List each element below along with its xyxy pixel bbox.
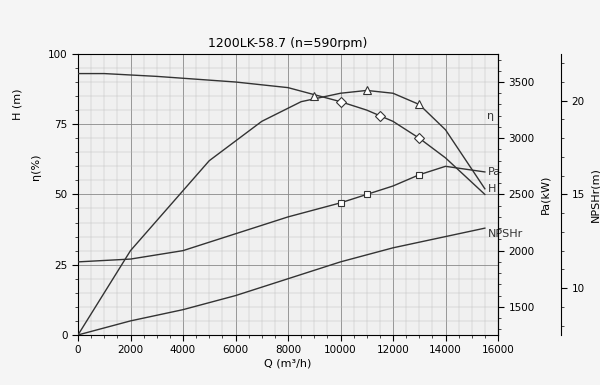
Text: H (m): H (m) — [13, 89, 23, 120]
Text: η(%): η(%) — [31, 153, 41, 179]
Y-axis label: Pa(kW): Pa(kW) — [540, 175, 550, 214]
X-axis label: Q (m³/h): Q (m³/h) — [265, 358, 311, 368]
Text: η: η — [488, 111, 494, 121]
Text: Pa: Pa — [488, 167, 500, 177]
Text: NPSHr: NPSHr — [488, 229, 523, 239]
Title: 1200LK-58.7 (n=590rpm): 1200LK-58.7 (n=590rpm) — [208, 37, 368, 50]
Text: H: H — [488, 184, 496, 194]
Y-axis label: NPSHr(m): NPSHr(m) — [590, 167, 600, 222]
